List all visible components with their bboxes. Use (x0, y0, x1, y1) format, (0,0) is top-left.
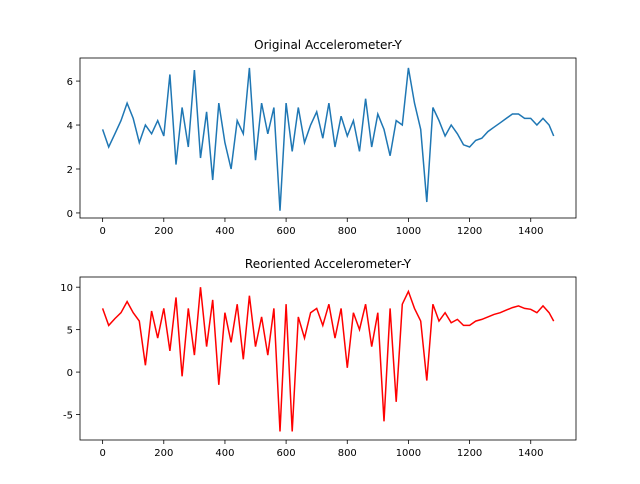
y-tick-label: 6 (67, 77, 73, 88)
data-line (101, 67, 555, 211)
x-tick-label: 200 (154, 226, 173, 237)
axes-frame (79, 276, 577, 441)
x-tick-label: 1200 (457, 226, 482, 237)
y-tick-label: 10 (60, 283, 73, 294)
x-tick-label: 0 (99, 448, 105, 459)
y-tick-label: 0 (67, 368, 73, 379)
data-line (101, 287, 555, 432)
x-tick-label: 1000 (396, 448, 421, 459)
x-tick-label: 400 (215, 226, 234, 237)
y-tick-label: 0 (67, 209, 73, 220)
x-tick-label: 200 (154, 448, 173, 459)
chart-title: Reoriented Accelerometer-Y (245, 257, 412, 271)
x-tick-label: 1400 (518, 226, 543, 237)
x-tick-label: 400 (215, 448, 234, 459)
axes-frame (79, 57, 577, 219)
x-tick-label: 0 (99, 226, 105, 237)
y-tick-label: 5 (67, 326, 73, 337)
y-tick-label: -5 (63, 411, 73, 422)
y-tick-label: 2 (67, 165, 73, 176)
x-tick-label: 600 (277, 448, 296, 459)
x-tick-label: 800 (338, 448, 357, 459)
x-tick-label: 600 (277, 226, 296, 237)
chart-title: Original Accelerometer-Y (254, 38, 402, 52)
x-tick-label: 800 (338, 226, 357, 237)
x-tick-label: 1200 (457, 448, 482, 459)
x-tick-label: 1400 (518, 448, 543, 459)
x-tick-label: 1000 (396, 226, 421, 237)
y-tick-label: 4 (67, 121, 73, 132)
